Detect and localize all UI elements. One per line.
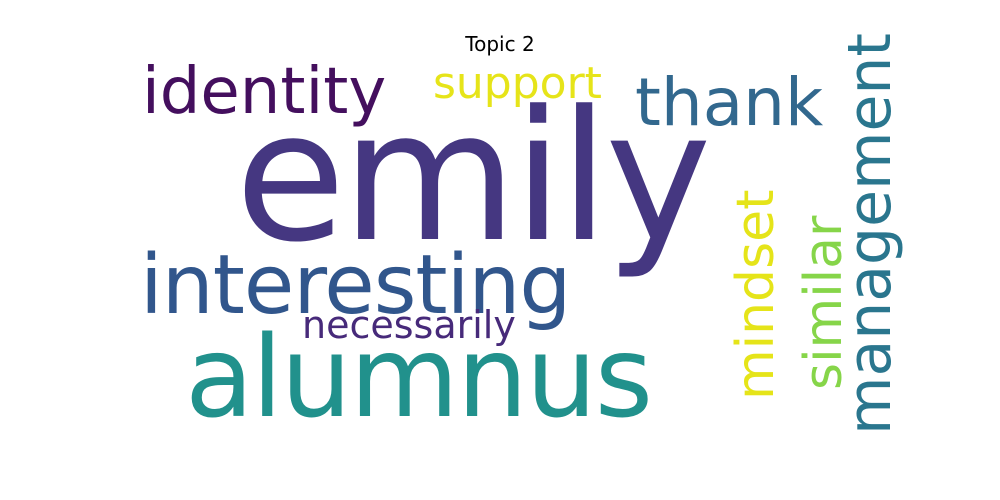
word-support: support bbox=[433, 58, 602, 109]
word-emily: emily bbox=[235, 73, 712, 282]
word-alumnus: alumnus bbox=[185, 313, 653, 443]
chart-title: Topic 2 bbox=[465, 32, 535, 56]
word-identity: identity bbox=[142, 55, 387, 129]
word-thank: thank bbox=[635, 64, 824, 141]
word-mindset: mindset bbox=[726, 189, 786, 400]
word-similar: similar bbox=[794, 215, 854, 390]
word-interesting: interesting bbox=[140, 238, 571, 333]
word-necessarily: necessarily bbox=[302, 303, 516, 347]
word-cloud: emily alumnus interesting identity suppo… bbox=[140, 33, 905, 443]
